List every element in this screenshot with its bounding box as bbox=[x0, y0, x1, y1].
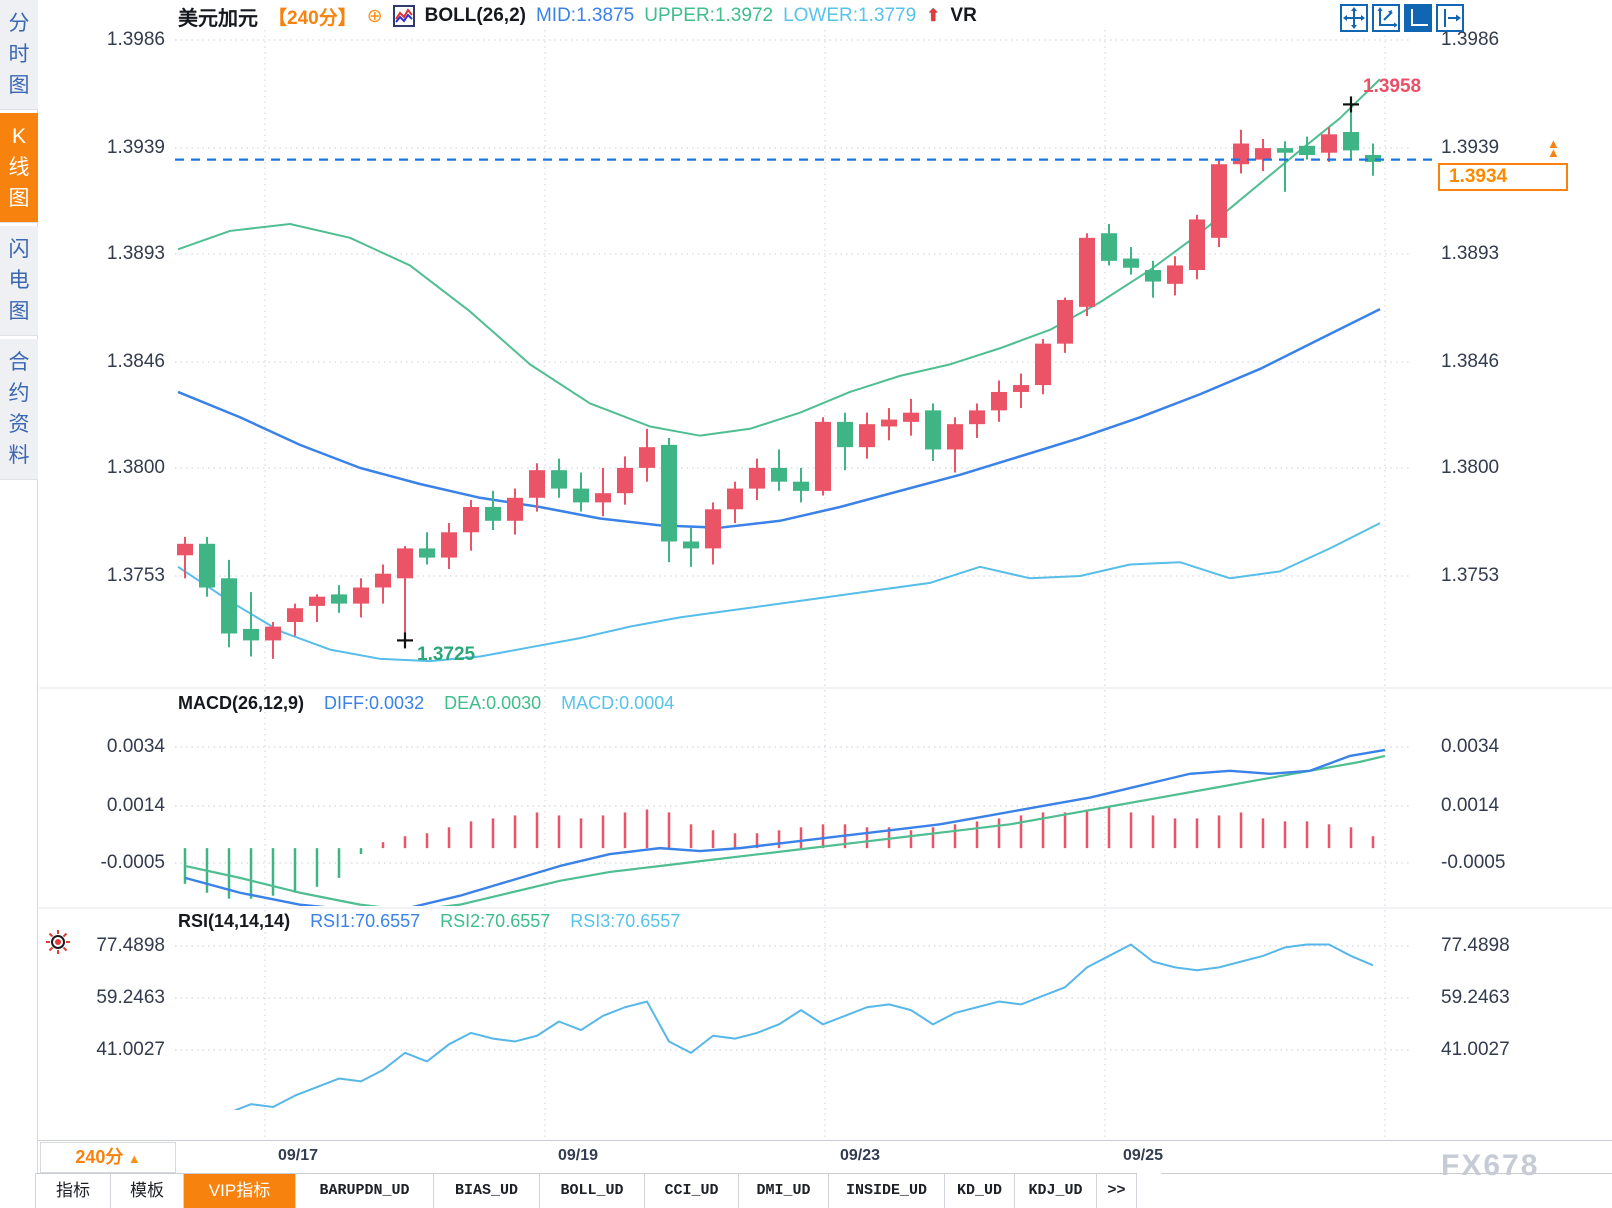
chart-toolbar: .f{fill:#1166b4;stroke:none}.f{fill:#116… bbox=[1340, 4, 1464, 32]
macd-axis-label-right: -0.0005 bbox=[1441, 852, 1506, 873]
rsi3-value: RSI3:70.6557 bbox=[570, 911, 681, 931]
sidebar-tab-char: 图 bbox=[8, 300, 30, 323]
macd-title[interactable]: MACD(26,12,9) bbox=[178, 693, 305, 713]
up-arrow-icon: ⬆ bbox=[926, 6, 941, 25]
date-label: 09/19 bbox=[557, 1147, 599, 1164]
sidebar-tab-char: 合 bbox=[8, 351, 30, 374]
price-axis-label-right: 1.3846 bbox=[1441, 351, 1500, 373]
sidebar-tab-char: 时 bbox=[8, 43, 30, 66]
price-axis-label-right: 1.3939 bbox=[1441, 137, 1500, 159]
sidebar-tab-3[interactable]: 闪电图 bbox=[0, 226, 38, 336]
macd-axis-label-left: 0.0014 bbox=[106, 795, 165, 816]
price-marker-icon: ▲ ▲ bbox=[1547, 136, 1560, 160]
date-axis-row: 240分 ▲ 09/17 09/19 09/23 09/25 bbox=[38, 1140, 1612, 1173]
indicator-tab-bar: 指标 模板 VIP指标 BARUPDN_UD BIAS_UD BOLL_UD CCI_UD D… bbox=[35, 1173, 1137, 1208]
indicator-tab-bias_ud[interactable]: BIAS_UD bbox=[434, 1174, 540, 1208]
price-axis-label-left: 1.3939 bbox=[106, 137, 165, 159]
boll-upper-value: UPPER:1.3972 bbox=[644, 5, 774, 26]
price-axis-label-left: 1.3846 bbox=[106, 351, 165, 373]
sidebar-tab-char: K bbox=[11, 125, 26, 148]
date-label: 09/25 bbox=[1122, 1147, 1164, 1164]
sidebar-tab-char: 线 bbox=[8, 156, 30, 179]
indicator-tab-指标[interactable]: 指标 bbox=[36, 1174, 111, 1208]
rsi-title[interactable]: RSI(14,14,14) bbox=[178, 911, 291, 931]
price-axis-label-left: 1.3986 bbox=[106, 29, 165, 50]
chart-header: 美元加元 【240分】 ⊕ BOLL(26,2) MID:1.3875 UPPE… bbox=[178, 2, 977, 30]
price-axis-label-left: 1.3800 bbox=[106, 456, 165, 478]
chart-type-icon[interactable] bbox=[392, 5, 415, 27]
indicator-tab-模板[interactable]: 模板 bbox=[111, 1174, 184, 1208]
macd-dea-value: DEA:0.0030 bbox=[444, 693, 542, 713]
price-axis-label-right: 1.3800 bbox=[1441, 456, 1500, 478]
watermark: FX678 bbox=[1441, 1149, 1540, 1182]
date-label: 09/17 bbox=[277, 1147, 319, 1164]
sidebar-tab-1[interactable]: 分时图 bbox=[0, 0, 38, 110]
macd-axis-label-right: 0.0034 bbox=[1441, 736, 1500, 757]
indicator-tab-boll_ud[interactable]: BOLL_UD bbox=[540, 1174, 645, 1208]
symbol-title: 美元加元 bbox=[178, 7, 258, 30]
sidebar-tab-char: 图 bbox=[8, 74, 30, 97]
shift-right-icon[interactable]: .f{fill:#1166b4;stroke:none} bbox=[1436, 4, 1464, 32]
rsi-axis-label-left: 77.4898 bbox=[96, 935, 165, 956]
indicator-tab-cci_ud[interactable]: CCI_UD bbox=[645, 1174, 739, 1208]
period-value: 240分 bbox=[75, 1147, 124, 1167]
rsi-axis-label-right: 59.2463 bbox=[1441, 987, 1510, 1008]
pan-icon[interactable]: .f{fill:#1166b4;stroke:none} bbox=[1340, 4, 1368, 32]
boll-mid-value: MID:1.3875 bbox=[535, 5, 635, 26]
indicator-tab-kd_ud[interactable]: KD_UD bbox=[945, 1174, 1015, 1208]
period-arrow-icon: ▲ bbox=[127, 1151, 141, 1166]
rsi2-value: RSI2:70.6557 bbox=[440, 911, 551, 931]
indicator-tab-vip指标[interactable]: VIP指标 bbox=[184, 1174, 296, 1208]
macd-value: MACD:0.0004 bbox=[561, 693, 675, 713]
rsi-axis-label-right: 77.4898 bbox=[1441, 935, 1510, 956]
sidebar-tab-char: 料 bbox=[8, 444, 30, 467]
rsi-panel-title: RSI(14,14,14) RSI1:70.6557 RSI2:70.6557 … bbox=[178, 911, 680, 932]
axis-zoom-icon[interactable]: .f{fill:#1166b4;stroke:none} bbox=[1372, 4, 1400, 32]
alert-sun-icon[interactable] bbox=[45, 929, 71, 960]
indicator-tab-barupdn_ud[interactable]: BARUPDN_UD bbox=[296, 1174, 434, 1208]
macd-panel-title: MACD(26,12,9) DIFF:0.0032 DEA:0.0030 MAC… bbox=[178, 693, 674, 714]
rsi-axis-label-left: 41.0027 bbox=[96, 1039, 165, 1060]
sidebar-tab-char: 分 bbox=[8, 12, 30, 35]
low-price-label: 1.3725 bbox=[417, 644, 476, 666]
high-price-label: 1.3958 bbox=[1363, 76, 1422, 98]
price-axis-label-right: 1.3986 bbox=[1441, 29, 1500, 50]
price-axis-label-left: 1.3753 bbox=[106, 565, 165, 586]
price-axis-label-right: 1.3753 bbox=[1441, 565, 1500, 586]
sidebar-tab-4[interactable]: 合约资料 bbox=[0, 339, 38, 480]
period-selector[interactable]: 240分 ▲ bbox=[40, 1142, 176, 1173]
more-tabs-button[interactable]: >> bbox=[1097, 1174, 1137, 1208]
date-label: 09/23 bbox=[839, 1147, 881, 1164]
indicator-tab-dmi_ud[interactable]: DMI_UD bbox=[739, 1174, 829, 1208]
rsi-axis-label-right: 41.0027 bbox=[1441, 1039, 1510, 1060]
indicator-tab-kdj_ud[interactable]: KDJ_UD bbox=[1015, 1174, 1097, 1208]
rsi-axis-label-left: 59.2463 bbox=[96, 987, 165, 1008]
indicator-tab-inside_ud[interactable]: INSIDE_UD bbox=[829, 1174, 945, 1208]
indicator-name[interactable]: BOLL(26,2) bbox=[424, 5, 526, 26]
boll-lower-value: LOWER:1.3779 bbox=[783, 5, 917, 26]
sidebar-tab-char: 资 bbox=[8, 413, 30, 436]
axis-pointer-icon[interactable]: .f{fill:#fff;stroke:none} bbox=[1404, 4, 1432, 32]
macd-axis-label-left: -0.0005 bbox=[100, 852, 165, 873]
macd-axis-label-left: 0.0034 bbox=[106, 736, 165, 757]
rsi1-value: RSI1:70.6557 bbox=[310, 911, 421, 931]
sidebar-tab-char: 电 bbox=[8, 269, 30, 292]
price-axis-label-right: 1.3893 bbox=[1441, 242, 1500, 264]
sidebar-tab-char: 闪 bbox=[8, 238, 30, 261]
tab-row-filler bbox=[1161, 1173, 1612, 1208]
sidebar-tab-char: 约 bbox=[8, 382, 30, 405]
last-price-box: 1.3934 bbox=[1438, 163, 1568, 191]
price-axis-label-left: 1.3893 bbox=[106, 242, 165, 264]
period-label[interactable]: 【240分】 bbox=[268, 7, 357, 29]
macd-axis-label-right: 0.0014 bbox=[1441, 795, 1500, 816]
vr-indicator-label[interactable]: VR bbox=[950, 5, 977, 26]
add-indicator-icon[interactable]: ⊕ bbox=[366, 5, 383, 27]
sidebar-tab-char: 图 bbox=[8, 187, 30, 210]
macd-diff-value: DIFF:0.0032 bbox=[324, 693, 425, 713]
